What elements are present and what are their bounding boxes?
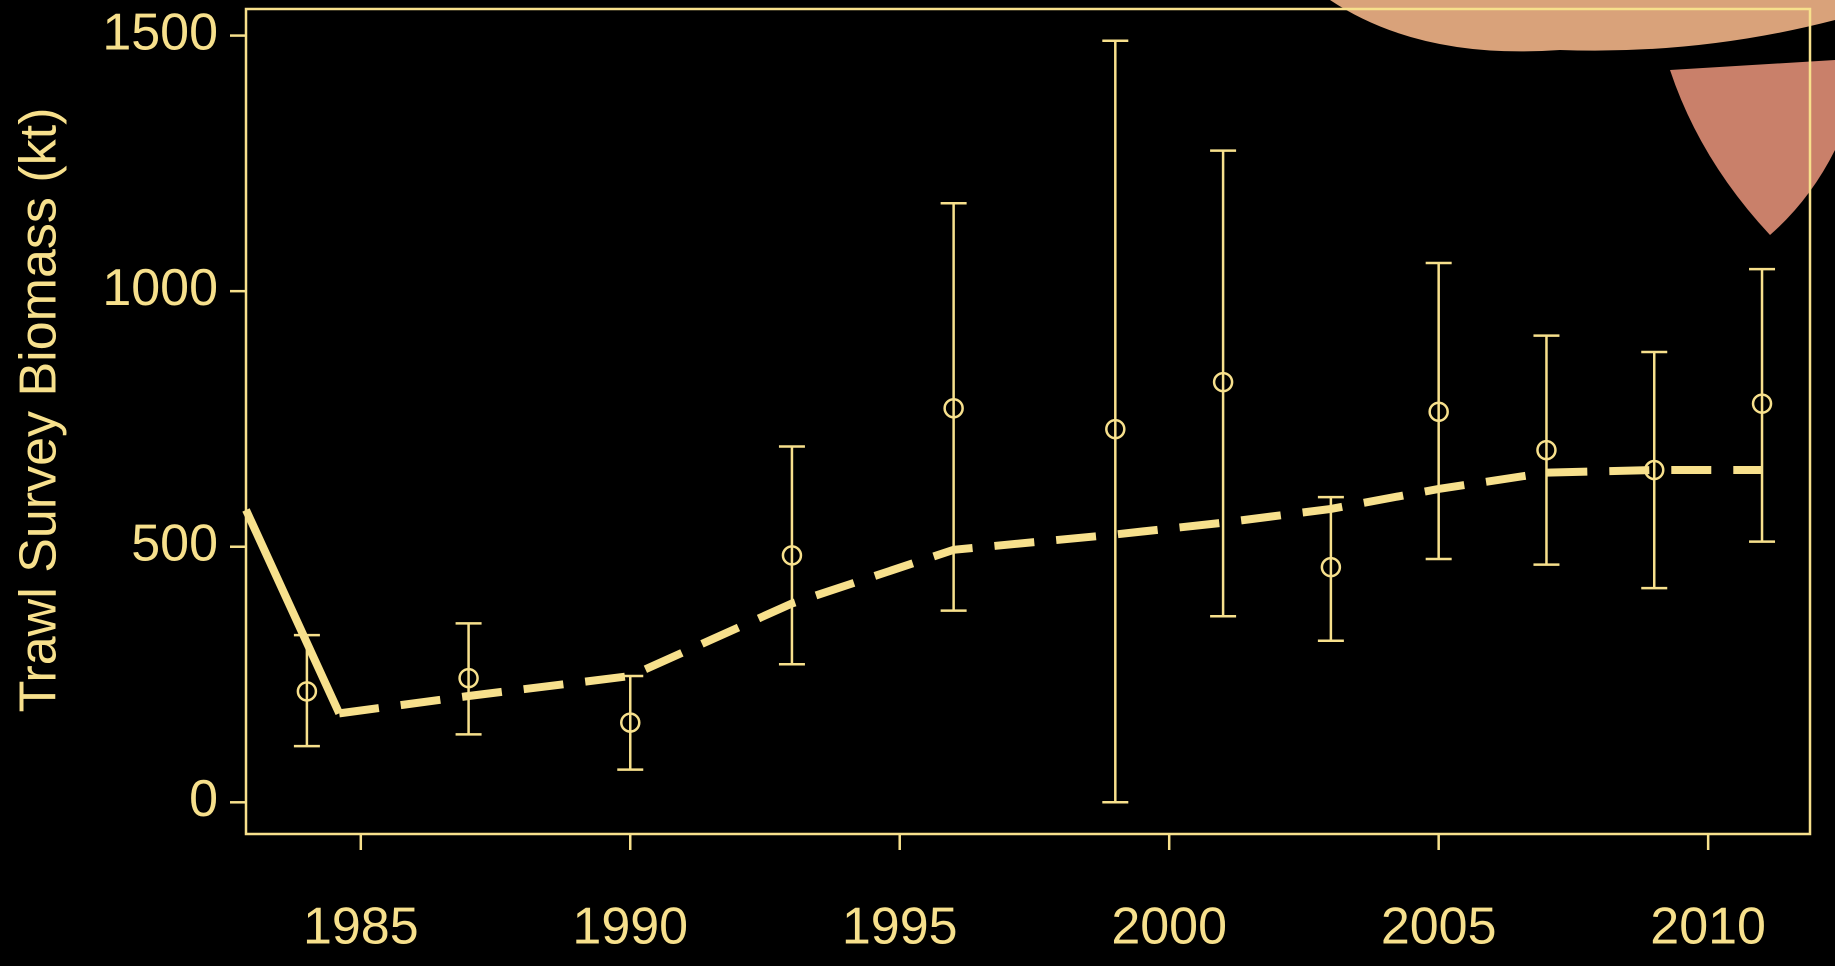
point (1105, 418, 1126, 440)
point (943, 397, 964, 419)
y-axis-label: Trawl Survey Biomass (kt) (10, 108, 68, 713)
point (1320, 556, 1342, 578)
y-tick-label: 1500 (102, 3, 218, 61)
point (296, 681, 318, 702)
point (1428, 401, 1449, 423)
fish-fin (1670, 60, 1835, 235)
point (620, 712, 641, 733)
y-tick-label: 1000 (102, 259, 218, 317)
point (1751, 393, 1773, 414)
x-tick-label: 2005 (1381, 898, 1497, 956)
x-tick-label: 1985 (303, 898, 419, 956)
point (1212, 371, 1234, 393)
fish-illustration (1330, 0, 1835, 235)
y-tick-label: 0 (189, 770, 218, 828)
point (1536, 439, 1557, 461)
y-tick-label: 500 (131, 514, 218, 572)
point (781, 545, 803, 566)
x-tick-label: 2010 (1650, 898, 1766, 956)
point (1643, 459, 1665, 481)
x-tick-label: 2000 (1111, 898, 1227, 956)
point (458, 667, 479, 689)
plot-frame (244, 7, 1812, 836)
fit-line (338, 466, 1763, 718)
fish-body (1330, 0, 1835, 52)
x-tick-label: 1990 (572, 898, 688, 956)
fit-line (242, 508, 343, 716)
x-tick-label: 1995 (842, 898, 958, 956)
